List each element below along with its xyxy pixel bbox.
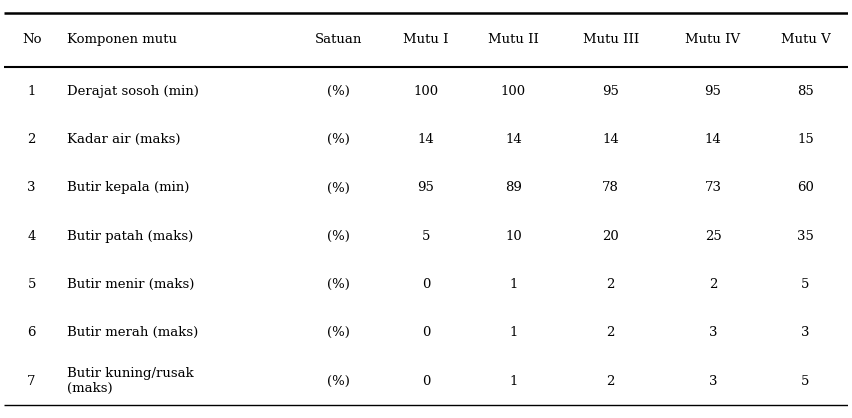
Text: 3: 3 — [801, 326, 809, 339]
Text: 10: 10 — [505, 230, 521, 243]
Text: 95: 95 — [602, 85, 619, 98]
Text: Mutu I: Mutu I — [403, 33, 449, 46]
Text: 2: 2 — [607, 375, 615, 388]
Text: 0: 0 — [422, 326, 430, 339]
Text: 2: 2 — [709, 278, 717, 291]
Text: 3: 3 — [27, 181, 36, 194]
Text: 25: 25 — [705, 230, 722, 243]
Text: Derajat sosoh (min): Derajat sosoh (min) — [67, 85, 199, 98]
Text: 0: 0 — [422, 375, 430, 388]
Text: 3: 3 — [709, 375, 717, 388]
Text: 73: 73 — [705, 181, 722, 194]
Text: Butir kuning/rusak
(maks): Butir kuning/rusak (maks) — [67, 367, 193, 395]
Text: 6: 6 — [27, 326, 36, 339]
Text: (%): (%) — [327, 181, 350, 194]
Text: (%): (%) — [327, 85, 350, 98]
Text: 15: 15 — [797, 133, 814, 146]
Text: Butir merah (maks): Butir merah (maks) — [67, 326, 199, 339]
Text: Butir patah (maks): Butir patah (maks) — [67, 230, 193, 243]
Text: No: No — [22, 33, 42, 46]
Text: 2: 2 — [607, 278, 615, 291]
Text: (%): (%) — [327, 375, 350, 388]
Text: 5: 5 — [422, 230, 430, 243]
Text: (%): (%) — [327, 326, 350, 339]
Text: Butir kepala (min): Butir kepala (min) — [67, 181, 189, 194]
Text: 5: 5 — [801, 278, 809, 291]
Text: 100: 100 — [413, 85, 439, 98]
Text: (%): (%) — [327, 278, 350, 291]
Text: Mutu III: Mutu III — [583, 33, 639, 46]
Text: 2: 2 — [27, 133, 36, 146]
Text: 14: 14 — [417, 133, 435, 146]
Text: (%): (%) — [327, 230, 350, 243]
Text: Mutu V: Mutu V — [780, 33, 831, 46]
Text: 14: 14 — [705, 133, 722, 146]
Text: 3: 3 — [709, 326, 717, 339]
Text: 95: 95 — [417, 181, 435, 194]
Text: 89: 89 — [505, 181, 521, 194]
Text: 0: 0 — [422, 278, 430, 291]
Text: Komponen mutu: Komponen mutu — [67, 33, 177, 46]
Text: 14: 14 — [602, 133, 619, 146]
Text: Kadar air (maks): Kadar air (maks) — [67, 133, 181, 146]
Text: 1: 1 — [509, 375, 517, 388]
Text: Mutu IV: Mutu IV — [686, 33, 740, 46]
Text: 1: 1 — [509, 326, 517, 339]
Text: Mutu II: Mutu II — [488, 33, 538, 46]
Text: 2: 2 — [607, 326, 615, 339]
Text: 1: 1 — [509, 278, 517, 291]
Text: 35: 35 — [797, 230, 814, 243]
Text: 60: 60 — [797, 181, 814, 194]
Text: 20: 20 — [602, 230, 619, 243]
Text: 78: 78 — [602, 181, 619, 194]
Text: 1: 1 — [27, 85, 36, 98]
Text: 5: 5 — [801, 375, 809, 388]
Text: 5: 5 — [27, 278, 36, 291]
Text: (%): (%) — [327, 133, 350, 146]
Text: 14: 14 — [505, 133, 521, 146]
Text: 85: 85 — [797, 85, 814, 98]
Text: Satuan: Satuan — [315, 33, 362, 46]
Text: Butir menir (maks): Butir menir (maks) — [67, 278, 194, 291]
Text: 95: 95 — [705, 85, 722, 98]
Text: 100: 100 — [501, 85, 526, 98]
Text: 4: 4 — [27, 230, 36, 243]
Text: 7: 7 — [27, 375, 36, 388]
